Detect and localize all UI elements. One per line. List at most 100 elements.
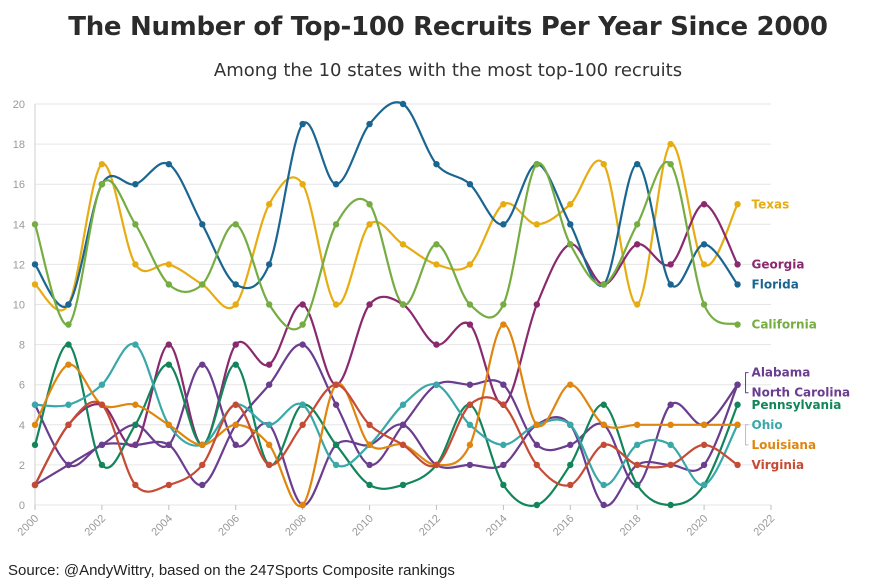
point-georgia-2012	[433, 341, 440, 348]
point-california-2001	[65, 321, 72, 328]
point-florida-2000	[31, 261, 39, 268]
point-texas-2008	[299, 181, 306, 188]
point-florida-2006	[232, 281, 239, 288]
point-california-2016	[567, 241, 574, 248]
point-ohio-2016	[567, 421, 574, 428]
point-texas-2021	[734, 201, 741, 208]
point-louisiana-2010	[366, 441, 373, 449]
point-alabama-2013	[466, 381, 474, 388]
point-alabama-2005	[199, 481, 206, 489]
point-virginia-2005	[199, 461, 206, 469]
x-tick-label-2022: 2022	[752, 513, 778, 539]
point-ohio-2002	[98, 381, 106, 388]
series-line-virginia	[33, 383, 739, 493]
point-virginia-2004	[165, 481, 173, 489]
y-tick-label-2: 2	[19, 460, 25, 472]
point-ohio-2001	[65, 401, 72, 408]
point-texas-2016	[567, 201, 574, 208]
point-florida-2012	[433, 160, 440, 168]
point-georgia-2019	[667, 261, 674, 268]
point-louisiana-2005	[199, 441, 206, 449]
end-label-california: California	[752, 318, 817, 332]
chart-source: Source: @AndyWittry, based on the 247Spo…	[8, 562, 455, 579]
point-california-2005	[199, 281, 206, 288]
point-ohio-2020	[700, 481, 708, 489]
point-ohio-2018	[633, 441, 641, 449]
point-georgia-2020	[700, 201, 708, 208]
point-georgia-2010	[366, 301, 373, 308]
point-texas-2012	[433, 261, 440, 268]
point-california-2018	[633, 221, 641, 228]
label-bracket-ohio-louisiana	[745, 424, 749, 446]
point-virginia-2014	[500, 401, 507, 408]
point-north-carolina-2011	[399, 421, 407, 428]
point-ohio-2011	[399, 401, 407, 408]
end-label-north-carolina: North Carolina	[752, 386, 851, 400]
point-virginia-2021	[734, 461, 741, 469]
point-pennsylvania-2006	[232, 361, 239, 368]
x-tick-label-2006: 2006	[216, 513, 242, 539]
point-ohio-2017	[600, 481, 607, 489]
point-california-2004	[165, 281, 173, 288]
point-california-2003	[132, 221, 139, 228]
point-ohio-2014	[500, 441, 507, 449]
point-georgia-2018	[633, 241, 641, 248]
point-texas-2002	[98, 160, 106, 168]
point-alabama-2003	[132, 441, 139, 449]
point-california-2017	[600, 281, 607, 288]
point-pennsylvania-2014	[500, 481, 507, 489]
point-georgia-2004	[165, 341, 173, 348]
point-georgia-2021	[734, 261, 741, 268]
point-virginia-2006	[232, 401, 239, 408]
point-alabama-2014	[500, 381, 507, 388]
point-florida-2013	[466, 181, 474, 188]
point-pennsylvania-2010	[366, 481, 373, 489]
point-pennsylvania-2000	[31, 441, 39, 449]
point-alabama-2016	[567, 441, 574, 449]
series-line-florida	[33, 101, 739, 308]
point-pennsylvania-2002	[98, 461, 106, 469]
point-texas-2019	[667, 140, 674, 148]
point-texas-2017	[600, 160, 607, 168]
point-virginia-2009	[332, 381, 340, 388]
point-virginia-2015	[533, 461, 541, 469]
point-florida-2004	[165, 160, 173, 168]
point-georgia-2013	[466, 321, 474, 328]
point-pennsylvania-2015	[533, 501, 541, 509]
point-california-2012	[433, 241, 440, 248]
point-louisiana-2020	[700, 421, 708, 428]
point-louisiana-2019	[667, 421, 674, 428]
point-texas-2006	[232, 301, 239, 308]
point-alabama-2009	[332, 401, 340, 408]
end-label-florida: Florida	[752, 277, 799, 291]
point-louisiana-2017	[600, 421, 607, 428]
y-tick-label-6: 6	[19, 380, 25, 392]
point-texas-2007	[265, 201, 273, 208]
point-north-carolina-2014	[500, 461, 507, 469]
point-florida-2009	[332, 181, 340, 188]
point-california-2009	[332, 221, 340, 228]
point-texas-2003	[132, 261, 139, 268]
point-texas-2000	[31, 281, 39, 288]
point-florida-2014	[500, 221, 507, 228]
y-tick-label-0: 0	[19, 500, 25, 512]
point-ohio-2007	[265, 421, 273, 428]
point-california-2008	[299, 321, 306, 328]
end-label-pennsylvania: Pennsylvania	[752, 398, 842, 412]
point-alabama-2007	[265, 381, 273, 388]
end-label-ohio: Ohio	[752, 418, 783, 432]
x-tick-label-2020: 2020	[685, 513, 711, 539]
y-tick-label-4: 4	[19, 420, 25, 432]
point-virginia-2012	[433, 461, 440, 469]
point-california-2010	[366, 201, 373, 208]
point-virginia-2020	[700, 441, 708, 449]
end-labels: Texas Georgia Florida California Alabama Nort…	[745, 197, 851, 472]
point-florida-2003	[132, 181, 139, 188]
point-california-2002	[98, 181, 106, 188]
point-florida-2018	[633, 160, 641, 168]
x-tick-label-2010: 2010	[350, 513, 376, 539]
point-virginia-2017	[600, 441, 607, 449]
point-virginia-2018	[633, 461, 641, 469]
series-points	[31, 100, 741, 509]
point-ohio-2008	[299, 401, 306, 408]
